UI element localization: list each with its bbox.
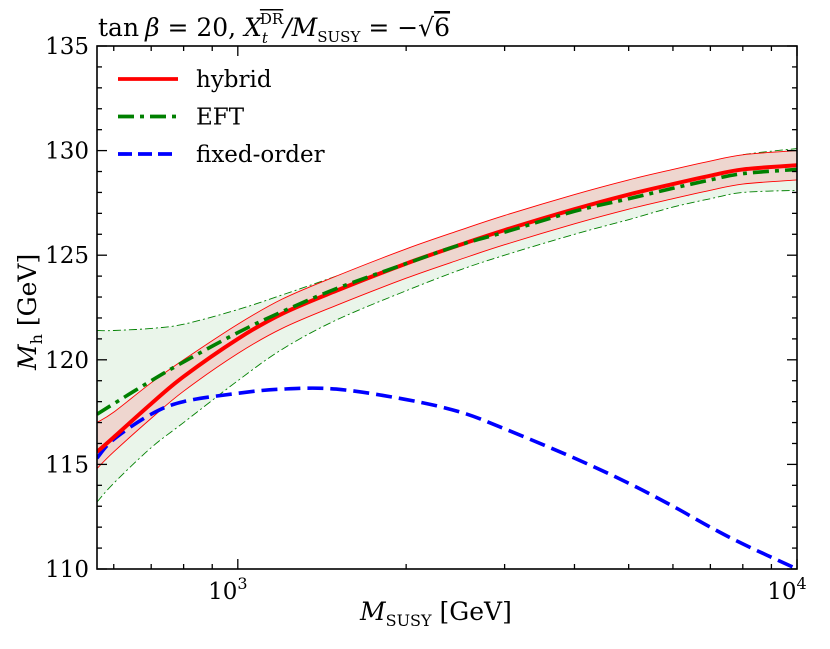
legend: hybrid EFT fixed-order xyxy=(118,67,325,168)
y-axis-label: Mh [GeV] xyxy=(13,254,46,371)
series-line-hybrid xyxy=(97,163,797,454)
band-fill xyxy=(97,150,797,469)
y-tick-label: 125 xyxy=(45,243,89,269)
legend-label-EFT: EFT xyxy=(196,105,245,131)
y-tick-label: 135 xyxy=(45,34,89,60)
x-axis-label: MSUSY [GeV] xyxy=(359,597,512,630)
axis-ticks xyxy=(97,45,798,570)
y-tick-label: 130 xyxy=(45,139,89,165)
band-upper-edge xyxy=(97,148,797,332)
y-tick-label: 115 xyxy=(45,452,89,478)
y-tick-label: 110 xyxy=(45,557,89,583)
legend-label-hybrid: hybrid xyxy=(196,67,272,93)
series-line-fixed-order xyxy=(97,386,797,569)
band-upper-edge xyxy=(97,150,797,423)
series-line-EFT xyxy=(97,167,797,416)
chart-title: tan β = 20, XtDR/MSUSY = −√6 xyxy=(98,10,450,47)
band-lower-edge xyxy=(97,179,797,469)
plot-frame xyxy=(96,45,798,570)
uncertainty-bands xyxy=(97,148,797,503)
band-lower-edge xyxy=(97,189,797,503)
tick-labels: 110 115 120 125 130 135 103 104 xyxy=(45,34,807,605)
y-tick-label: 120 xyxy=(45,348,89,374)
series-lines xyxy=(97,163,797,569)
x-tick-label: 104 xyxy=(767,574,806,605)
legend-label-fixed-order: fixed-order xyxy=(196,142,325,168)
x-tick-label: 103 xyxy=(208,574,247,605)
